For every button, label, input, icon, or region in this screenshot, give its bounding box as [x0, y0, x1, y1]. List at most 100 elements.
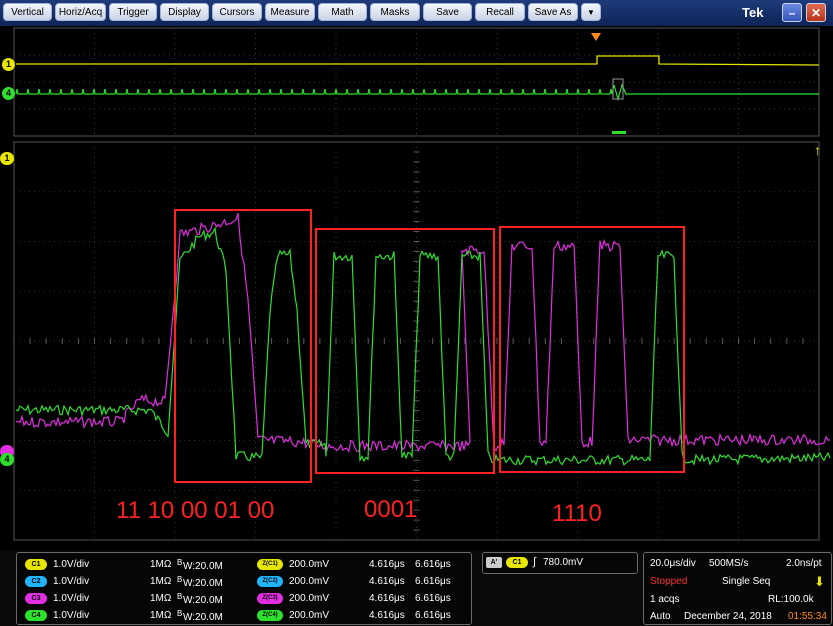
menu-vertical[interactable]: Vertical — [3, 3, 52, 21]
channel-bandwidth: W:20.0M — [183, 578, 223, 589]
time-value: 01:55:34 — [788, 611, 827, 622]
overview-waveform-strip[interactable]: 1 4 — [0, 27, 833, 139]
channel-settings-panel[interactable]: C1 1.0V/div 1MΩ B W:20.0M Z(C1) 200.0mV 4.616μs… — [16, 552, 472, 625]
date-value: December 24, 2018 — [684, 611, 772, 622]
channel-offset-badge[interactable]: Z(C2) — [257, 576, 283, 587]
menu-display[interactable]: Display — [160, 3, 209, 21]
channel-time-2: 6.616μs — [415, 576, 451, 587]
annotation-bits-1: 11 10 00 01 00 — [116, 497, 274, 524]
channel-time-1: 4.616μs — [369, 559, 405, 570]
menu-horiz-acq[interactable]: Horiz/Acq — [55, 3, 106, 21]
channel-scale: 1.0V/div — [53, 610, 90, 621]
record-length-value: RL:100.0k — [768, 594, 814, 605]
minimize-button[interactable]: – — [782, 3, 802, 22]
menu-cursors[interactable]: Cursors — [212, 3, 262, 21]
annotation-box-1 — [174, 209, 312, 483]
ch4-overview-marker[interactable]: 4 — [2, 87, 15, 100]
channel-badge[interactable]: C1 — [25, 559, 47, 570]
acq-mode-value: Single Seq — [722, 576, 771, 587]
annotation-box-3 — [499, 226, 685, 473]
overview-graticule — [14, 28, 819, 136]
menu-recall[interactable]: Recall — [475, 3, 525, 21]
timebase-value: 20.0μs/div — [650, 558, 696, 569]
overview-ch4-trace — [15, 83, 819, 102]
channel-badge[interactable]: C2 — [25, 576, 47, 587]
menu-trigger[interactable]: Trigger — [109, 3, 157, 21]
trigger-mode-badge: A' — [486, 557, 502, 568]
menu-save[interactable]: Save — [423, 3, 472, 21]
channel-offset-badge[interactable]: Z(C3) — [257, 593, 283, 604]
main-waveform-display[interactable]: 11 10 00 01 00 0001 1110 1 4 ↑ — [0, 140, 833, 549]
ch3-magenta-trace — [15, 212, 831, 454]
tek-logo: Tek — [742, 5, 764, 20]
channel-offset-badge[interactable]: Z(C4) — [257, 610, 283, 621]
channel-time-2: 6.616μs — [415, 559, 451, 570]
channel-time-1: 4.616μs — [369, 576, 405, 587]
overview-zoom-indicator — [612, 131, 626, 134]
menu-math[interactable]: Math — [318, 3, 367, 21]
channel-bandwidth: W:20.0M — [183, 595, 223, 606]
menu-measure[interactable]: Measure — [265, 3, 315, 21]
ch4-green-trace — [15, 226, 831, 467]
graticule-center-ticks — [13, 141, 820, 541]
acquisition-panel[interactable]: 20.0μs/div 500MS/s 2.0ns/pt Stopped Sing… — [643, 552, 832, 625]
channel-bw-prefix: B — [177, 575, 183, 584]
channel-row[interactable]: C4 1.0V/div 1MΩ B W:20.0M Z(C4) 200.0mV 4.616μs… — [17, 607, 471, 624]
annotation-bits-3: 1110 — [552, 500, 602, 527]
annotation-bits-2: 0001 — [364, 496, 417, 523]
trigger-position-icon[interactable] — [590, 32, 602, 42]
channel-bandwidth: W:20.0M — [183, 612, 223, 623]
close-button[interactable]: ✕ — [806, 3, 826, 22]
status-bar: C1 1.0V/div 1MΩ B W:20.0M Z(C1) 200.0mV 4.616μs… — [0, 550, 833, 626]
annotation-box-2 — [315, 228, 495, 474]
channel-time-1: 4.616μs — [369, 593, 405, 604]
menu-bar: Vertical Horiz/Acq Trigger Display Curso… — [0, 0, 833, 26]
channel-offset: 200.0mV — [289, 576, 330, 587]
channel-row[interactable]: C2 1.0V/div 1MΩ B W:20.0M Z(C2) 200.0mV 4.616μs… — [17, 573, 471, 590]
channel-impedance: 1MΩ — [150, 576, 172, 587]
menu-save-as[interactable]: Save As — [528, 3, 578, 21]
trigger-settings-panel[interactable]: A' C1 ∫ 780.0mV — [482, 552, 638, 574]
overview-zoom-box — [612, 78, 624, 100]
trigger-mode-value: Auto — [650, 611, 671, 622]
resolution-value: 2.0ns/pt — [786, 558, 822, 569]
acq-count-value: 1 acqs — [650, 594, 680, 605]
channel-time-1: 4.616μs — [369, 610, 405, 621]
acq-state-value: Stopped — [650, 576, 688, 587]
channel-bandwidth: W:20.0M — [183, 561, 223, 572]
trigger-source-badge: C1 — [506, 557, 528, 568]
channel-scale: 1.0V/div — [53, 576, 90, 587]
ch1-overview-marker[interactable]: 1 — [2, 58, 15, 71]
channel-offset: 200.0mV — [289, 559, 330, 570]
channel-offset-badge[interactable]: Z(C1) — [257, 559, 283, 570]
trigger-level-icon[interactable]: ↑ — [814, 142, 821, 158]
channel-badge[interactable]: C4 — [25, 610, 47, 621]
channel-impedance: 1MΩ — [150, 610, 172, 621]
overview-svg — [13, 27, 820, 137]
channel-bw-prefix: B — [177, 558, 183, 567]
channel-impedance: 1MΩ — [150, 559, 172, 570]
ch4-ground-marker[interactable]: 4 — [0, 453, 14, 466]
menu-dropdown-icon[interactable]: ▼ — [581, 3, 601, 21]
channel-row[interactable]: C3 1.0V/div 1MΩ B W:20.0M Z(C3) 200.0mV 4.616μs… — [17, 590, 471, 607]
overview-frame — [13, 27, 820, 137]
menu-masks[interactable]: Masks — [370, 3, 420, 21]
trigger-level-arrow-icon: ⬇ — [814, 574, 825, 589]
channel-bw-prefix: B — [177, 592, 183, 601]
channel-row[interactable]: C1 1.0V/div 1MΩ B W:20.0M Z(C1) 200.0mV 4.616μs… — [17, 556, 471, 573]
channel-bw-prefix: B — [177, 609, 183, 618]
overview-ch1-trace — [16, 55, 820, 66]
channel-impedance: 1MΩ — [150, 593, 172, 604]
trigger-slope-icon: ∫ — [533, 556, 537, 568]
channel-scale: 1.0V/div — [53, 593, 90, 604]
channel-offset: 200.0mV — [289, 593, 330, 604]
sample-rate-value: 500MS/s — [709, 558, 749, 569]
main-svg: 11 10 00 01 00 0001 1110 — [13, 141, 831, 541]
channel-badge[interactable]: C3 — [25, 593, 47, 604]
channel-scale: 1.0V/div — [53, 559, 90, 570]
ch1-ground-marker[interactable]: 1 — [0, 152, 14, 165]
channel-offset: 200.0mV — [289, 610, 330, 621]
trigger-level-value: 780.0mV — [543, 557, 584, 568]
channel-time-2: 6.616μs — [415, 593, 451, 604]
channel-time-2: 6.616μs — [415, 610, 451, 621]
